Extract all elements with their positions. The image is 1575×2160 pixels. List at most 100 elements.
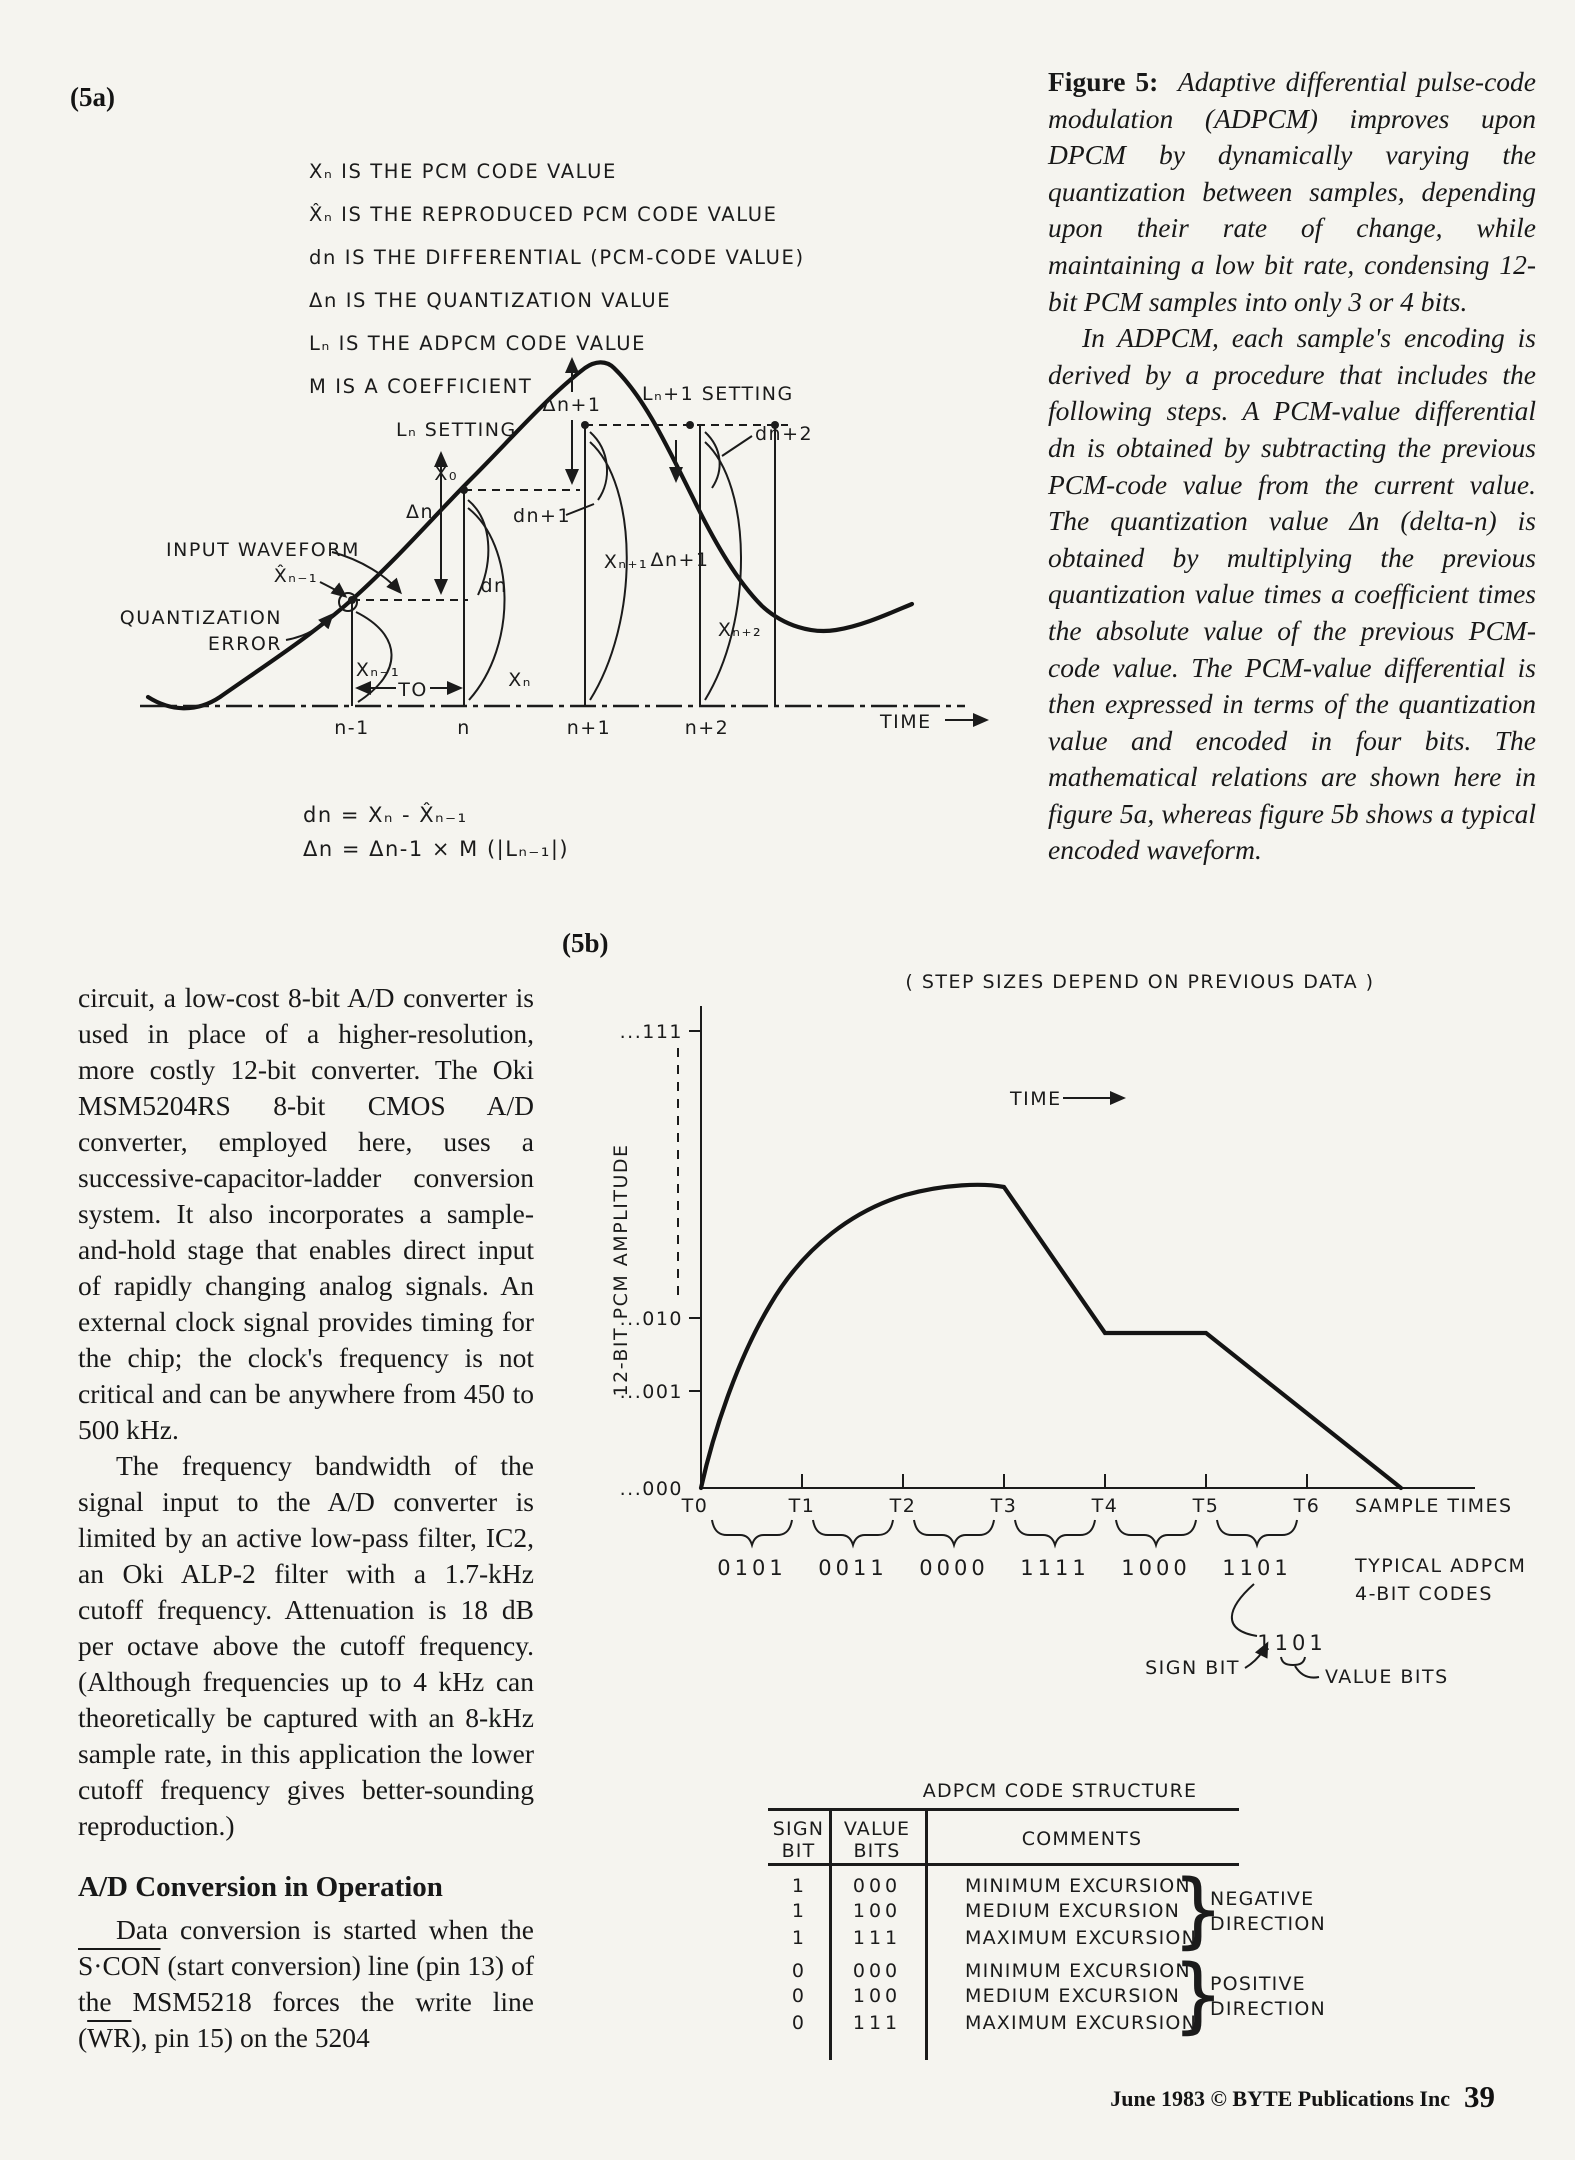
positive-direction-label2: DIRECTION — [1210, 1998, 1326, 2020]
figure-5a-diagram: Lₙ SETTING Δn+1 Lₙ+1 SETTING X̂₀ Δn dn+1… — [120, 357, 989, 860]
table-row-comment: MEDIUM EXCURSION — [965, 1985, 1181, 2007]
value-bits-brace — [1280, 1656, 1306, 1667]
table-row-sign: 0 — [791, 1985, 806, 2007]
interval-code-6: 1101 — [1222, 1556, 1291, 1580]
bracket-dn — [467, 499, 490, 596]
sign-bit-arrow — [1244, 1641, 1269, 1669]
dn1-leader — [565, 503, 595, 516]
caption-figure-label: Figure 5: — [1048, 66, 1159, 97]
figure-5a-tag: (5a) — [70, 82, 115, 112]
interval-code-4: 1111 — [1020, 1556, 1089, 1580]
definition-line: X̂ₙ IS THE REPRODUCED PCM CODE VALUE — [309, 203, 778, 226]
definition-line: M IS A COEFFICIENT — [309, 375, 533, 398]
table-row-bits: 111 — [852, 2012, 902, 2034]
point-n1b — [686, 421, 694, 429]
adpcm-code-structure-table: ADPCM CODE STRUCTURE SIGN BIT VALUE BITS… — [740, 1772, 1325, 2092]
encoded-waveform-curve — [698, 1182, 1404, 1491]
table-title: ADPCM CODE STRUCTURE — [922, 1780, 1198, 1802]
article-text: ), pin 15) on the 5204 — [131, 2022, 370, 2053]
article-column: circuit, a low-cost 8-bit A/D converter … — [78, 980, 534, 2056]
positive-direction-label: POSITIVE — [1210, 1973, 1306, 1995]
error-label: ERROR — [208, 633, 282, 655]
x-tick-label-t2: T2 — [889, 1495, 917, 1517]
table-header-sign: SIGN — [772, 1818, 825, 1840]
xn-prev-hat-label: X̂ₙ₋₁ — [274, 565, 318, 587]
xn-1-label: Xₙ₋₁ — [356, 659, 400, 681]
y-tick-label-010: ...010 — [620, 1308, 683, 1330]
table-row-sign: 1 — [791, 1875, 806, 1897]
equation-dn: dn = Xₙ - X̂ₙ₋₁ — [303, 802, 468, 827]
xn2-label: Xₙ₊₂ — [718, 619, 762, 641]
x-tick-label-t5: T5 — [1192, 1495, 1220, 1517]
brace-interval-6 — [1216, 1519, 1298, 1549]
interval-code-1: 0101 — [717, 1556, 786, 1580]
chart-title: ( STEP SIZES DEPEND ON PREVIOUS DATA ) — [905, 971, 1374, 993]
article-text: Data conversion is started when the — [116, 1914, 534, 1945]
x0-label: X̂₀ — [434, 463, 458, 485]
table-row-sign: 0 — [791, 1960, 806, 1982]
table-header-value2: BITS — [853, 1840, 901, 1862]
x-tick-label-t1: T1 — [788, 1495, 816, 1517]
point-xn-1 — [348, 596, 356, 604]
quantization-label: QUANTIZATION — [120, 607, 282, 629]
time-label: TIME — [879, 711, 932, 733]
figure-5-caption: Figure 5: Adaptive differential pulse-co… — [1048, 64, 1536, 869]
table-row-comment: MEDIUM EXCURSION — [965, 1900, 1181, 1922]
scon-signal: S·CON — [78, 1950, 161, 1981]
x-tick-label-t4: T4 — [1091, 1495, 1119, 1517]
brace-interval-2 — [812, 1519, 894, 1549]
input-waveform-curve — [145, 360, 915, 711]
input-waveform-pointer — [331, 551, 402, 595]
table-header-comments: COMMENTS — [1021, 1828, 1143, 1850]
table-row-bits: 100 — [852, 1900, 902, 1922]
bracket-xn1 — [589, 441, 628, 701]
table-header-sign2: BIT — [781, 1840, 816, 1862]
definition-line: Xₙ IS THE PCM CODE VALUE — [309, 160, 617, 183]
typical-adpcm-label-1: TYPICAL ADPCM — [1354, 1555, 1526, 1577]
dn-label: dn — [480, 575, 507, 597]
point-n1 — [581, 421, 589, 429]
ln-setting-label: Lₙ SETTING — [396, 419, 517, 441]
interval-code-2: 0011 — [818, 1556, 887, 1580]
page-number: 39 — [1464, 2079, 1495, 2114]
table-rule-header — [768, 1863, 1239, 1866]
figure-5b-tag: (5b) — [562, 928, 609, 958]
delta-n1b-label: Δn+1 — [650, 549, 709, 571]
table-row-comment: MINIMUM EXCURSION — [965, 1960, 1191, 1982]
input-waveform-label: INPUT WAVEFORM — [166, 539, 360, 561]
section-heading: A/D Conversion in Operation — [78, 1871, 443, 1903]
x-tick-label-t3: T3 — [990, 1495, 1018, 1517]
negative-direction-label2: DIRECTION — [1210, 1913, 1326, 1935]
ln1-setting-label: Lₙ+1 SETTING — [642, 383, 794, 405]
brace-interval-1 — [711, 1519, 793, 1549]
y-tick-label-001: ...001 — [620, 1381, 683, 1403]
xn-label: Xₙ — [508, 669, 532, 691]
to-label: TO — [397, 679, 428, 701]
y-tick-label-000: ...000 — [620, 1478, 683, 1500]
dn2-label: dn+2 — [755, 423, 813, 445]
bracket-xn — [467, 507, 506, 701]
negative-direction-label: NEGATIVE — [1210, 1888, 1315, 1910]
definition-line: Lₙ IS THE ADPCM CODE VALUE — [309, 332, 647, 355]
table-row-comment: MAXIMUM EXCURSION — [965, 2012, 1197, 2034]
definition-line: dn IS THE DIFFERENTIAL (PCM-CODE VALUE) — [309, 246, 805, 269]
figure-5b-chart: ( STEP SIZES DEPEND ON PREVIOUS DATA ) T… — [610, 971, 1526, 1688]
table-divider-2 — [925, 1808, 928, 2060]
brace-interval-5 — [1115, 1519, 1197, 1549]
article-paragraph: Data conversion is started when the S·CO… — [78, 1912, 534, 2056]
table-row-bits: 100 — [852, 1985, 902, 2007]
axis-tick-n-1: n-1 — [334, 717, 370, 739]
article-text: (start conversion) line (pin 13) of the … — [78, 1950, 534, 2053]
caption-text: Adaptive differential pulse-code modulat… — [1048, 66, 1536, 317]
dn2-leader — [721, 435, 753, 457]
interval-code-5: 1000 — [1121, 1556, 1190, 1580]
interval-code-3: 0000 — [919, 1556, 988, 1580]
quantization-error-circle — [338, 592, 358, 612]
y-tick-label-111: ...111 — [620, 1021, 683, 1043]
table-row-comment: MINIMUM EXCURSION — [965, 1875, 1191, 1897]
point-x0 — [460, 486, 468, 494]
sign-bit-label: SIGN BIT — [1145, 1657, 1240, 1679]
definition-line: Δn IS THE QUANTIZATION VALUE — [309, 289, 672, 312]
value-bits-label: VALUE BITS — [1325, 1666, 1449, 1688]
